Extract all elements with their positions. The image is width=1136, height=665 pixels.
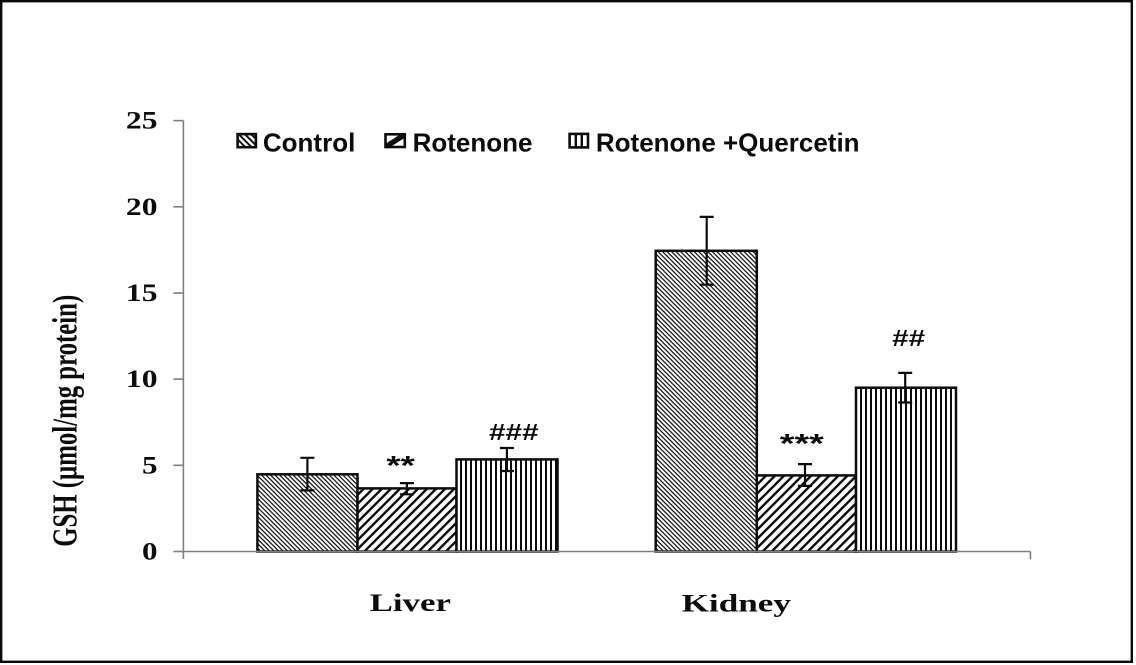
svg-text:Liver: Liver <box>370 590 451 617</box>
svg-text:10: 10 <box>126 364 158 393</box>
svg-text:###: ### <box>489 419 539 445</box>
svg-text:***: *** <box>780 429 825 459</box>
svg-text:Kidney: Kidney <box>682 590 792 617</box>
svg-text:**: ** <box>386 451 415 481</box>
svg-text:Control: Control <box>263 127 355 157</box>
svg-text:20: 20 <box>126 192 158 221</box>
svg-text:25: 25 <box>126 106 158 135</box>
svg-text:0: 0 <box>142 537 158 566</box>
svg-text:##: ## <box>892 325 925 351</box>
svg-text:15: 15 <box>126 278 158 307</box>
svg-text:5: 5 <box>142 450 158 479</box>
svg-text:Rotenone: Rotenone <box>413 127 533 157</box>
svg-text:Rotenone +Quercetin: Rotenone +Quercetin <box>596 127 860 157</box>
svg-text:GSH (µmol/mg protein): GSH (µmol/mg protein) <box>46 295 85 547</box>
